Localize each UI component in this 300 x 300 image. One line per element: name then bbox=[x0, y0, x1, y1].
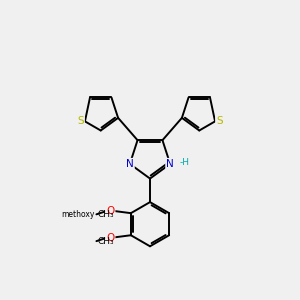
Text: N: N bbox=[126, 159, 134, 169]
Text: methoxy: methoxy bbox=[61, 210, 95, 219]
Text: O: O bbox=[106, 232, 114, 243]
Text: -H: -H bbox=[180, 158, 190, 167]
Text: O: O bbox=[106, 206, 114, 216]
Text: S: S bbox=[77, 116, 84, 126]
Text: CH₃: CH₃ bbox=[98, 237, 115, 246]
Text: CH₃: CH₃ bbox=[98, 210, 115, 219]
Text: S: S bbox=[216, 116, 223, 126]
Text: N: N bbox=[166, 159, 174, 169]
